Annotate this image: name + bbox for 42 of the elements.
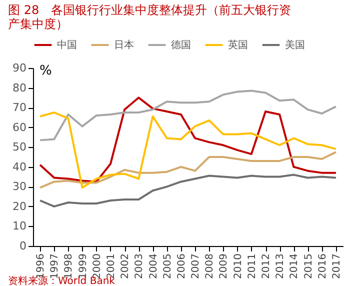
y-tick-label: 50 [12,140,26,154]
legend-label: 德国 [171,40,191,51]
y-tick-label: 60 [12,120,26,134]
y-tick-label: 90 [12,62,26,74]
x-tick-label: 2016 [317,254,328,279]
x-tick-label: 2006 [176,254,188,279]
y-tick-label: 0 [20,240,26,252]
line-series [39,96,337,183]
line-series [39,90,337,142]
y-tick-label: 20 [12,200,26,213]
x-tick-label: 2014 [289,254,300,279]
x-tick-label: 2002 [120,254,132,279]
legend-label: 美国 [285,39,305,51]
text: 产集中度） [8,17,68,31]
legend-label: 英国 [228,39,248,51]
y-axis-title: % [40,64,52,78]
legend-label: 中国 [57,39,77,51]
x-tick-label: 2001 [106,254,117,279]
x-tick-label: 2004 [148,254,160,279]
x-tick-label: 1997 [50,254,61,279]
x-tick-label: 2015 [303,254,314,279]
y-tick-label: 70 [12,101,26,114]
legend-label: 日本 [114,39,134,51]
x-tick-label: 2013 [275,254,286,279]
line-series [39,151,337,189]
x-tick-label: 2005 [162,254,174,279]
x-tick-label: 2007 [190,254,202,279]
y-tick-label: 40 [12,160,26,174]
text: 图 28 各国银行行业集中度整体提升（前五大银行资 [8,3,292,17]
y-tick-label: 80 [12,81,26,94]
x-tick-label: 2008 [204,254,216,279]
y-tick-label: 10 [12,220,26,233]
y-tick-label: 30 [12,180,26,194]
x-tick-label: 1999 [78,254,89,279]
x-tick-label: 2012 [261,254,272,279]
x-tick-label: 2003 [134,254,146,279]
x-tick-label: 2009 [218,254,230,279]
line-series [39,112,337,189]
x-tick-label: 2010 [232,254,244,279]
x-tick-label: 2017 [331,254,342,279]
x-tick-label: 2011 [246,254,258,279]
line-series [39,174,337,208]
